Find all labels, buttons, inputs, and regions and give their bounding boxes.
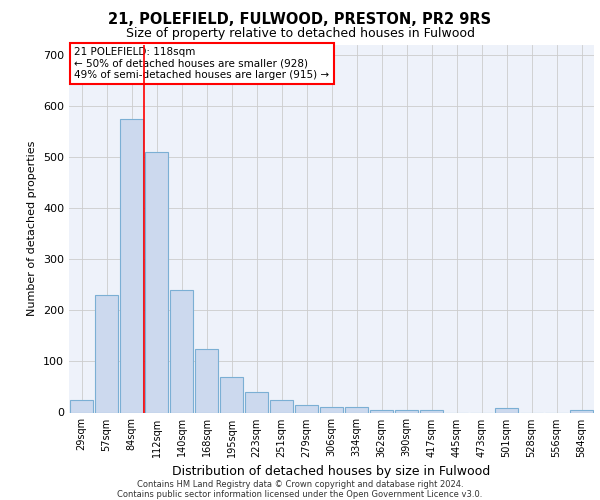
Bar (320, 408, 343, 412)
Bar (370, 410, 394, 412)
Text: Size of property relative to detached houses in Fulwood: Size of property relative to detached ho… (125, 28, 475, 40)
Bar (170, 290, 193, 412)
Text: 21, POLEFIELD, FULWOOD, PRESTON, PR2 9RS: 21, POLEFIELD, FULWOOD, PRESTON, PR2 9RS (109, 12, 491, 28)
Y-axis label: Number of detached properties: Number of detached properties (28, 141, 37, 316)
Bar (295, 405, 319, 412)
Bar (95, 295, 118, 412)
Text: Contains HM Land Registry data © Crown copyright and database right 2024.: Contains HM Land Registry data © Crown c… (137, 480, 463, 489)
Bar (245, 392, 268, 412)
Bar (395, 410, 418, 412)
Bar (344, 408, 368, 412)
Bar (70, 400, 94, 412)
Bar (569, 410, 593, 412)
Bar (269, 400, 293, 412)
Text: 21 POLEFIELD: 118sqm
← 50% of detached houses are smaller (928)
49% of semi-deta: 21 POLEFIELD: 118sqm ← 50% of detached h… (74, 47, 329, 80)
Bar (119, 119, 143, 412)
Text: Contains public sector information licensed under the Open Government Licence v3: Contains public sector information licen… (118, 490, 482, 499)
X-axis label: Distribution of detached houses by size in Fulwood: Distribution of detached houses by size … (172, 465, 491, 478)
Bar (145, 152, 169, 412)
Bar (419, 410, 443, 412)
Bar (494, 408, 518, 412)
Bar (220, 377, 244, 412)
Bar (194, 348, 218, 412)
